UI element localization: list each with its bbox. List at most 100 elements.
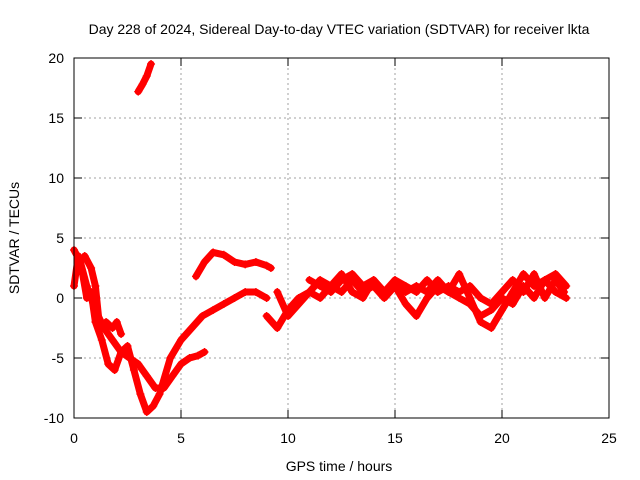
data-point — [498, 288, 506, 296]
data-point — [348, 288, 357, 296]
data-point — [151, 384, 160, 392]
data-point — [519, 288, 528, 296]
x-tick-label: 20 — [494, 430, 510, 446]
data-point — [76, 258, 85, 266]
data-point — [142, 72, 151, 80]
data-point — [194, 351, 203, 360]
data-point — [159, 384, 168, 392]
data-point — [316, 294, 325, 302]
data-point — [241, 288, 250, 296]
data-point — [177, 336, 185, 344]
data-point — [219, 250, 228, 259]
data-point — [476, 294, 485, 302]
data-point — [508, 288, 517, 296]
data-point — [540, 294, 549, 302]
series-trace — [134, 60, 155, 96]
y-tick-label: 15 — [48, 110, 64, 126]
data-point — [508, 300, 517, 308]
chart-title: Day 228 of 2024, Sidereal Day-to-day VTE… — [89, 21, 590, 37]
data-point — [251, 258, 260, 266]
data-point — [138, 80, 147, 89]
data-point — [433, 288, 442, 296]
data-point — [104, 360, 113, 368]
data-point — [110, 366, 119, 374]
series-track-h — [305, 270, 569, 308]
data-point — [125, 354, 134, 362]
data-point — [305, 276, 314, 284]
y-tick-label: 0 — [56, 290, 64, 306]
data-point — [95, 324, 104, 332]
data-point — [455, 288, 464, 296]
data-point — [80, 252, 89, 260]
data-point — [142, 372, 151, 380]
y-tick-label: -5 — [52, 350, 65, 366]
data-point — [102, 318, 111, 326]
y-tick-label: 10 — [48, 170, 64, 186]
data-point — [117, 348, 126, 356]
data-series — [70, 60, 571, 416]
data-point — [262, 294, 271, 302]
data-point — [209, 306, 218, 314]
data-point — [380, 288, 389, 296]
data-point — [200, 348, 209, 356]
series-track-d — [134, 60, 156, 96]
data-point — [465, 294, 474, 302]
y-tick-label: -10 — [44, 410, 64, 426]
data-point — [423, 294, 432, 302]
series-trace — [192, 248, 275, 280]
data-point — [112, 318, 121, 326]
data-point — [147, 60, 156, 68]
data-point — [230, 258, 239, 266]
data-point — [316, 282, 325, 290]
data-point — [326, 288, 335, 296]
data-point — [129, 366, 138, 374]
data-point — [305, 288, 314, 296]
data-point — [401, 282, 410, 290]
data-point — [487, 300, 496, 308]
data-point — [136, 390, 145, 398]
data-point — [251, 288, 260, 296]
data-point — [551, 276, 560, 284]
data-point — [530, 270, 539, 278]
data-point — [508, 276, 517, 284]
data-point — [369, 276, 378, 284]
series-track-a — [70, 252, 271, 416]
data-point — [358, 294, 367, 302]
data-point — [200, 258, 209, 266]
data-point — [209, 248, 218, 257]
series-trace — [81, 252, 125, 338]
y-tick-label: 5 — [56, 230, 64, 246]
data-point — [337, 276, 346, 284]
x-tick-label: 25 — [601, 430, 617, 446]
data-point — [358, 282, 367, 290]
data-point — [401, 300, 410, 308]
data-point — [134, 360, 143, 368]
data-point — [266, 264, 275, 272]
data-point — [412, 288, 421, 296]
data-point — [551, 288, 560, 296]
data-point — [108, 336, 117, 344]
data-point — [142, 408, 151, 416]
data-point — [348, 270, 357, 278]
data-point — [412, 312, 421, 320]
data-point — [273, 288, 282, 296]
x-tick-label: 15 — [387, 430, 403, 446]
data-point — [560, 288, 569, 296]
data-point — [337, 288, 346, 296]
data-point — [476, 318, 485, 326]
data-point — [241, 260, 250, 269]
x-tick-label: 10 — [280, 430, 296, 446]
data-point — [82, 282, 91, 290]
data-point — [219, 300, 228, 308]
y-axis-label: SDTVAR / TECUs — [6, 182, 22, 294]
data-point — [91, 282, 100, 290]
data-point — [465, 282, 474, 290]
data-point — [540, 276, 549, 284]
data-point — [562, 294, 571, 302]
data-point — [423, 276, 432, 284]
y-tick-label: 20 — [48, 50, 64, 66]
data-point — [185, 354, 194, 362]
data-point — [97, 336, 106, 344]
data-point — [487, 324, 496, 332]
